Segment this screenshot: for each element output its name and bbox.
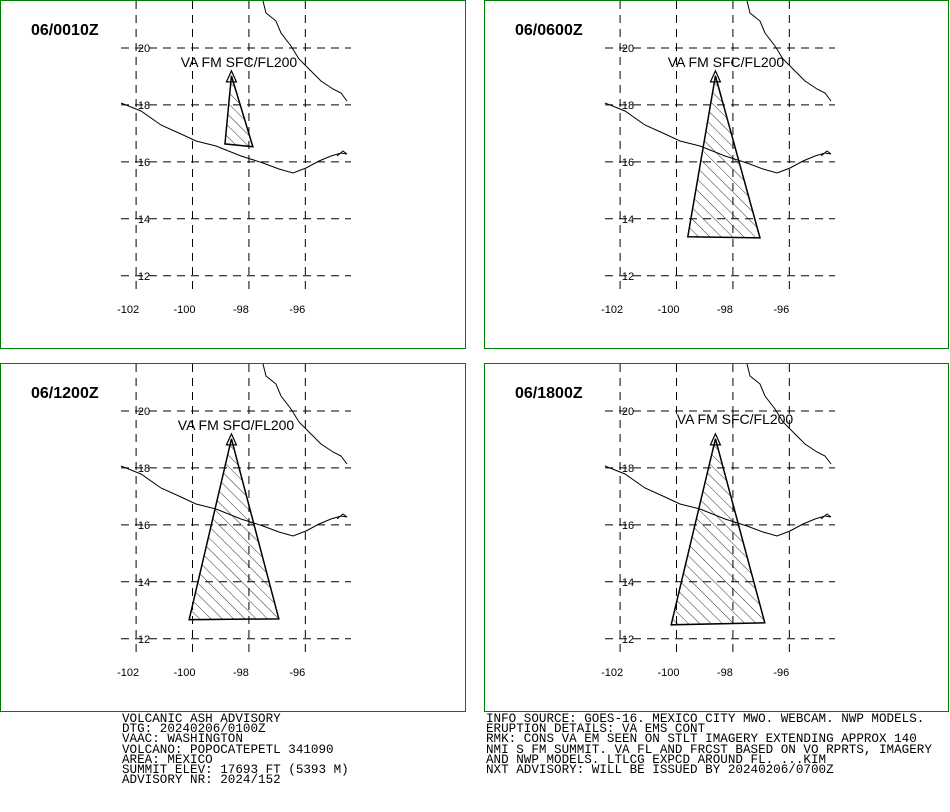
- advisory-right: INFO SOURCE: GOES-16. MEXICO CITY MWO. W…: [486, 712, 932, 778]
- map-panel: -102 -100 -98 -96 12 14 16 18 20 VA FM SFC/FL200 0…: [484, 363, 949, 712]
- y-tick-label: 20: [622, 43, 634, 55]
- map: -102 -100 -98 -96 12 14 16 18 20 VA FM SFC/FL200 0…: [515, 1, 835, 316]
- y-tick-label: 16: [622, 157, 634, 169]
- x-tick-label: -98: [717, 304, 733, 316]
- coastline: [604, 102, 832, 174]
- volcano-symbol: [709, 432, 722, 446]
- x-tick-label: -96: [289, 667, 305, 679]
- advisory-line: AREA: MEXICO: [122, 752, 213, 767]
- volcano-symbol: [709, 69, 722, 83]
- x-tick-label: -102: [601, 304, 623, 316]
- x-tick-label: -102: [117, 667, 139, 679]
- y-tick-label: 16: [138, 157, 150, 169]
- advisory-line: VAAC: WASHINGTON: [122, 732, 243, 747]
- x-tick-label: -96: [289, 304, 305, 316]
- advisory-line: INFO SOURCE: GOES-16. MEXICO CITY MWO. W…: [486, 712, 925, 726]
- layer-label: VA FM SFC/FL200: [178, 417, 295, 433]
- x-tick-label: -96: [773, 667, 789, 679]
- advisory-line: VOLCANO: POPOCATEPETL 341090: [122, 742, 334, 757]
- x-tick-label: -100: [173, 667, 195, 679]
- volcano-symbol: [225, 69, 238, 83]
- y-tick-label: 14: [138, 577, 150, 589]
- coastline: [120, 102, 348, 174]
- advisory-line: DTG: 20240206/0100Z: [122, 722, 266, 737]
- y-tick-label: 18: [138, 463, 150, 475]
- volcano-symbol: [225, 432, 238, 446]
- layer-label: VA FM SFC/FL200: [668, 54, 785, 70]
- y-tick-label: 20: [138, 43, 150, 55]
- advisory-line: NMI S FM SUMMIT. VA FL AND FRCST BASED O…: [486, 742, 932, 757]
- y-tick-label: 18: [622, 100, 634, 112]
- ash-polygon: [686, 75, 761, 239]
- ash-polygon: [670, 438, 766, 626]
- layer-label: VA FM SFC/FL200: [677, 411, 794, 427]
- valid-time: 06/0600Z: [515, 22, 583, 39]
- coastline: [262, 1, 348, 102]
- x-tick-label: -100: [657, 304, 679, 316]
- advisory-line: ERUPTION DETAILS: VA EMS CONT: [486, 722, 706, 737]
- x-tick-label: -96: [773, 304, 789, 316]
- map-panel: -102 -100 -98 -96 12 14 16 18 20 VA FM SFC/FL200 0…: [0, 363, 466, 712]
- ash-polygon: [188, 438, 280, 621]
- advisory-line: NXT ADVISORY: WILL BE ISSUED BY 20240206…: [486, 763, 834, 778]
- y-tick-label: 14: [622, 214, 634, 226]
- y-tick-label: 12: [622, 271, 634, 283]
- map-panel: -102 -100 -98 -96 12 14 16 18 20 VA FM SFC/FL200 0…: [484, 0, 949, 349]
- advisory-line: ADVISORY NR: 2024/152: [122, 773, 281, 788]
- coastline: [746, 1, 832, 102]
- y-tick-label: 18: [138, 100, 150, 112]
- y-tick-label: 14: [622, 577, 634, 589]
- advisory-left: VOLCANIC ASH ADVISORY DTG: 20240206/0100Z…: [122, 712, 349, 788]
- coastline: [120, 465, 348, 537]
- y-tick-label: 20: [622, 406, 634, 418]
- advisory-line: SUMMIT ELEV: 17693 FT (5393 M): [122, 763, 349, 778]
- x-tick-label: -98: [233, 304, 249, 316]
- y-tick-label: 18: [622, 463, 634, 475]
- valid-time: 06/1200Z: [31, 385, 99, 402]
- map-panel: -102 -100 -98 -96 12 14 16 18 20 VA FM SFC/FL200 0…: [0, 0, 466, 349]
- x-tick-label: -100: [173, 304, 195, 316]
- x-tick-label: -102: [601, 667, 623, 679]
- map: -102 -100 -98 -96 12 14 16 18 20 VA FM SFC/FL200 0…: [515, 364, 835, 679]
- y-tick-label: 14: [138, 214, 150, 226]
- coastline: [604, 465, 832, 537]
- valid-time: 06/1800Z: [515, 385, 583, 402]
- layer-label: VA FM SFC/FL200: [181, 54, 298, 70]
- x-tick-label: -102: [117, 304, 139, 316]
- advisory-line: AND NWP MODELS. LTLCG EXPCD AROUND FL. .…: [486, 752, 827, 767]
- coastline: [746, 364, 832, 465]
- y-tick-label: 12: [138, 634, 150, 646]
- y-tick-label: 12: [622, 634, 634, 646]
- y-tick-label: 16: [622, 520, 634, 532]
- map: -102 -100 -98 -96 12 14 16 18 20 VA FM SFC/FL200 0…: [31, 1, 351, 316]
- y-tick-label: 12: [138, 271, 150, 283]
- valid-time: 06/0010Z: [31, 22, 99, 39]
- advisory-line: VOLCANIC ASH ADVISORY: [122, 712, 281, 726]
- x-tick-label: -100: [657, 667, 679, 679]
- advisory-line: RMK: CONS VA EM SEEN ON STLT IMAGERY EXT…: [486, 732, 917, 747]
- x-tick-label: -98: [233, 667, 249, 679]
- map: -102 -100 -98 -96 12 14 16 18 20 VA FM SFC/FL200 0…: [31, 364, 351, 679]
- ash-polygon: [224, 75, 254, 148]
- y-tick-label: 16: [138, 520, 150, 532]
- coastline: [262, 364, 348, 465]
- x-tick-label: -98: [717, 667, 733, 679]
- y-tick-label: 20: [138, 406, 150, 418]
